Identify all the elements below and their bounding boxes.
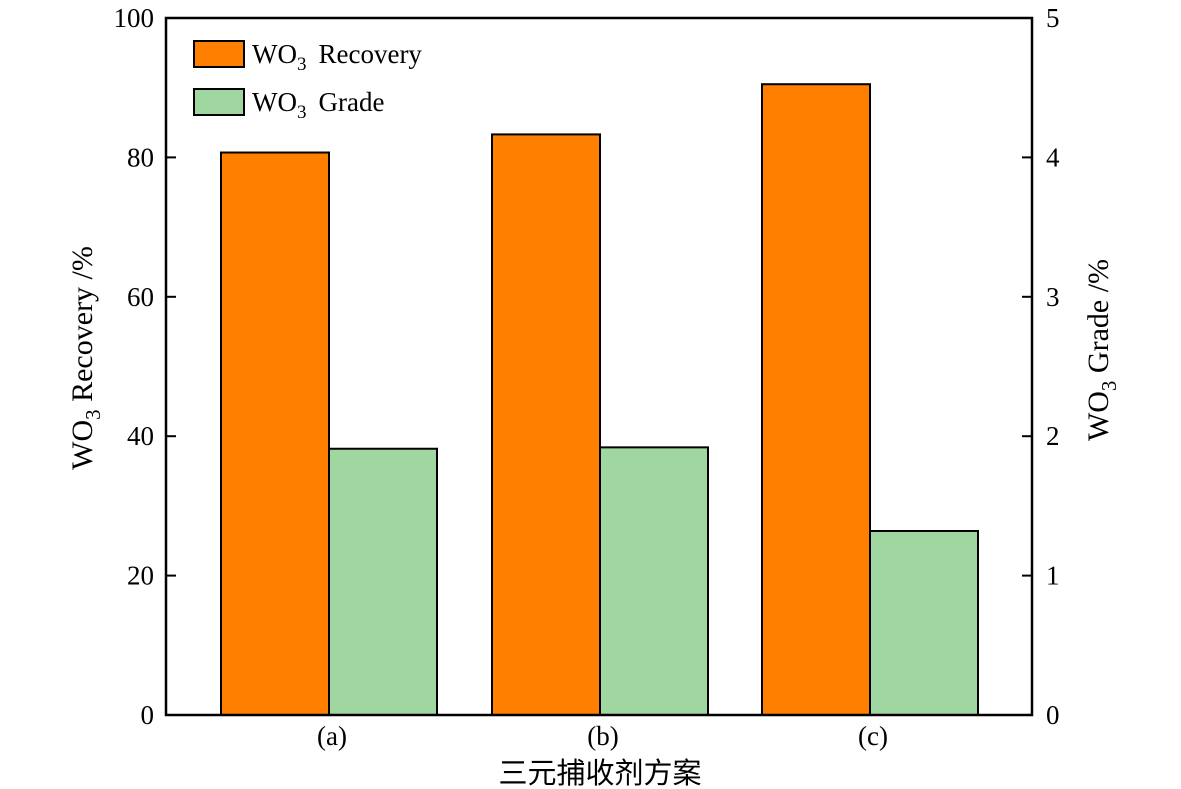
y-axis-title-left: WO3 Recovery /% [66, 246, 105, 470]
y-left-tick-label-3: 60 [127, 282, 154, 312]
x-axis-title: 三元捕收剂方案 [498, 756, 701, 789]
left-axis: 0 20 40 60 80 100 [114, 3, 176, 730]
y-left-tick-label-5: 100 [114, 3, 155, 33]
y-left-tick-label-4: 80 [127, 142, 154, 172]
y-right-tick-label-5: 5 [1046, 3, 1060, 33]
bar-recovery-2 [761, 83, 871, 716]
right-axis: 0 1 2 3 4 5 [1022, 3, 1060, 730]
x-axis: (a) (b) (c) [317, 705, 888, 751]
bar-recovery-0 [220, 151, 330, 716]
legend: WO3 Recovery WO3 Grade [193, 39, 422, 123]
y-left-tick-label-2: 40 [127, 421, 154, 451]
y-right-tick-label-2: 2 [1046, 421, 1060, 451]
y-left-tick-label-1: 20 [127, 561, 154, 591]
y-right-tick-label-4: 4 [1046, 142, 1060, 172]
y-right-tick-label-1: 1 [1046, 561, 1060, 591]
bar-grade-0 [328, 447, 438, 716]
bar-grade-1 [599, 446, 709, 716]
legend-label-recovery: WO3 Recovery [252, 39, 422, 75]
legend-swatch-recovery [193, 40, 245, 68]
x-tick-label-1: (b) [587, 721, 618, 751]
y-left-tick-label-0: 0 [141, 700, 155, 730]
bar-grade-2 [869, 529, 979, 716]
y-axis-title-right: WO3 Grade /% [1082, 259, 1121, 441]
legend-swatch-grade [193, 88, 245, 116]
bars-layer [220, 83, 979, 717]
bar-recovery-1 [491, 133, 601, 717]
x-tick-label-0: (a) [317, 721, 347, 751]
y-right-tick-label-0: 0 [1046, 700, 1060, 730]
x-tick-label-2: (c) [858, 721, 888, 751]
y-right-tick-label-3: 3 [1046, 282, 1060, 312]
legend-label-grade: WO3 Grade [252, 87, 384, 123]
